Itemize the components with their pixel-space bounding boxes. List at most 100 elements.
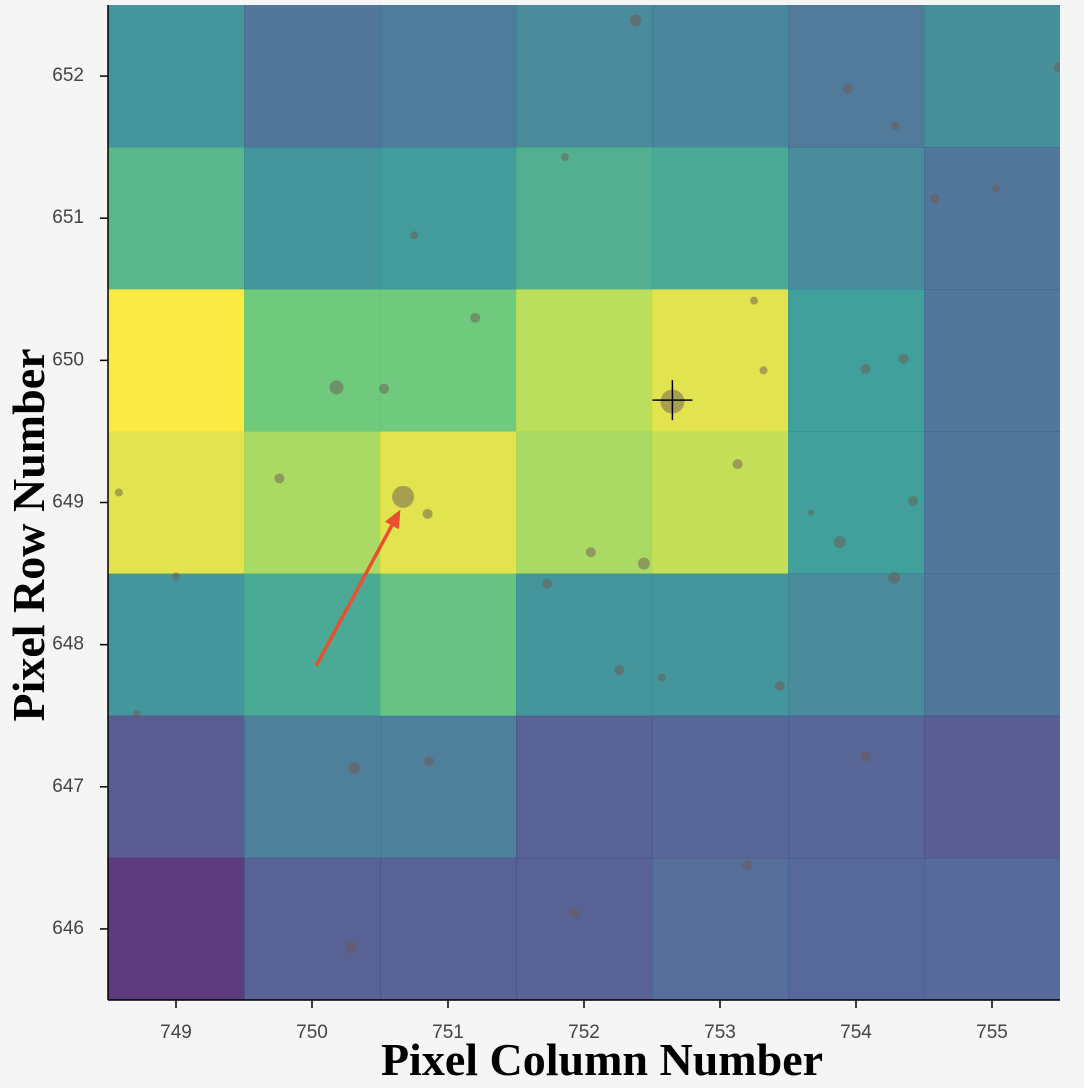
pixel-cell [380, 5, 517, 148]
pixel-cell [244, 147, 381, 290]
x-tick-label: 749 [160, 1022, 192, 1043]
source [114, 488, 123, 497]
y-tick-label: 650 [52, 349, 84, 370]
source [172, 572, 180, 581]
pixel-cell [788, 5, 925, 148]
source [860, 363, 871, 374]
source [992, 184, 1001, 193]
pixel-cell [652, 431, 789, 575]
pixel-cell [924, 573, 1060, 717]
y-tick-label: 647 [52, 776, 84, 797]
pixel-cell [516, 715, 653, 859]
source [542, 578, 553, 589]
source [842, 83, 853, 94]
pixel-cell [652, 857, 789, 1000]
source [345, 941, 358, 954]
source [585, 547, 596, 558]
source [833, 536, 846, 549]
pixel-cell [244, 289, 381, 432]
pixel-cell [652, 715, 789, 859]
source [742, 859, 753, 870]
source [1053, 62, 1060, 73]
pixel-cell [924, 715, 1060, 859]
y-tick-label: 646 [52, 918, 84, 939]
arrow-shaft [314, 524, 394, 667]
source [774, 680, 785, 691]
pixel-cell [516, 147, 653, 290]
source [629, 14, 642, 27]
pixel-cell [652, 573, 789, 717]
source [132, 710, 141, 719]
pixel-cell [380, 147, 517, 290]
pixel-cell [108, 147, 245, 290]
source [329, 380, 344, 395]
heatmap [108, 5, 1060, 1000]
source [750, 296, 758, 305]
source [908, 496, 919, 507]
source [379, 383, 390, 394]
source [929, 193, 940, 204]
source [392, 485, 415, 508]
source [860, 751, 871, 762]
pixel-cell [244, 857, 381, 1000]
arrow-head [384, 509, 401, 530]
x-tick-label: 752 [568, 1022, 600, 1043]
source [423, 756, 434, 767]
source [274, 473, 285, 484]
y-tick-label: 652 [52, 65, 84, 86]
pixel-cell [108, 573, 245, 717]
pixel-cell [380, 289, 517, 432]
source [808, 509, 815, 516]
x-tick-label: 750 [296, 1022, 328, 1043]
pixel-cell [788, 715, 925, 859]
y-tick-label: 649 [52, 492, 84, 513]
pixel-cell [652, 5, 789, 148]
pixel-cell [924, 147, 1060, 290]
source [759, 366, 768, 375]
pixel-cell [380, 573, 517, 717]
source [348, 762, 361, 775]
source [657, 673, 666, 682]
x-tick-label: 755 [976, 1022, 1008, 1043]
pixel-cell [652, 147, 789, 290]
pixel-cell [924, 857, 1060, 1000]
pixel-cell [108, 715, 245, 859]
source [614, 665, 625, 676]
pixel-cell [924, 431, 1060, 575]
pixel-cell [516, 5, 653, 148]
pixel-cell [244, 5, 381, 148]
source [898, 353, 909, 364]
source [732, 459, 743, 470]
pixel-cell [244, 715, 381, 859]
pixel-cell [516, 857, 653, 1000]
plot-area [108, 5, 1060, 1000]
source [410, 231, 418, 240]
pixel-cell [108, 857, 245, 1000]
x-axis-title: Pixel Column Number [381, 1034, 823, 1085]
pixel-cell [108, 431, 245, 575]
pixel-cell [244, 431, 381, 575]
y-tick-label: 648 [52, 634, 84, 655]
pixel-cell [516, 431, 653, 575]
source [888, 571, 901, 584]
pixel-cell [788, 573, 925, 717]
x-tick-label: 754 [840, 1022, 872, 1043]
source [470, 312, 481, 323]
source [422, 508, 433, 519]
pixel-cell [788, 857, 925, 1000]
pixel-cell [244, 573, 381, 717]
pixel-cell [516, 289, 653, 432]
pixel-cell [380, 857, 517, 1000]
pixel-cell [788, 431, 925, 575]
pixel-cell [788, 147, 925, 290]
pixel-cell [108, 5, 245, 148]
pixel-cell [380, 715, 517, 859]
y-axis-title: Pixel Row Number [3, 348, 54, 721]
y-tick-label: 651 [52, 207, 84, 228]
x-tick-label: 751 [432, 1022, 464, 1043]
pixel-cell [924, 289, 1060, 432]
source [569, 908, 580, 919]
pixel-cell [516, 573, 653, 717]
pixel-cell [924, 5, 1060, 148]
